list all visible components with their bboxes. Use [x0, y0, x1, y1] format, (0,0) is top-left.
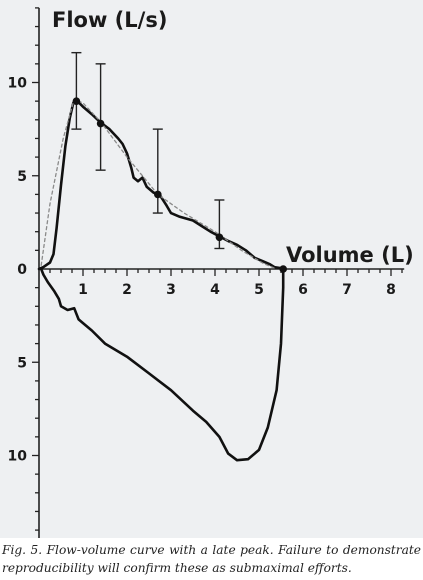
error-bar-group — [71, 51, 82, 130]
x-tick-label: 1 — [78, 282, 88, 298]
data-point — [96, 119, 105, 128]
reference-curve — [40, 98, 276, 269]
data-point — [215, 233, 224, 242]
axes-group — [32, 7, 405, 538]
tick-labels-group: 1 2 3 4 5 6 7 8 0 5 10 5 10 — [8, 76, 396, 465]
error-bars-group — [71, 51, 288, 273]
y-axis-label: Flow (L/s) — [52, 8, 167, 32]
series-group — [37, 98, 285, 462]
x-tick-label: 6 — [298, 282, 308, 298]
figure-caption: Fig. 5. Flow-volume curve with a late pe… — [2, 543, 421, 575]
x-tick-label: 5 — [254, 282, 264, 298]
data-point — [72, 97, 81, 105]
y-tick-label: 0 — [17, 262, 27, 278]
chart-canvas: 1 2 3 4 5 6 7 8 0 5 10 5 10 Flow (L/s) Volume (L) — [8, 7, 414, 538]
error-bar-group — [95, 63, 106, 171]
flow-volume-chart: 1 2 3 4 5 6 7 8 0 5 10 5 10 Flow (L/s) Volume (L) — [0, 0, 423, 538]
x-tick-label: 4 — [210, 282, 220, 298]
x-tick-label: 8 — [386, 282, 396, 298]
x-axis-label: Volume (L) — [286, 243, 414, 267]
flow-volume-loop — [37, 98, 285, 462]
y-tick-label: 10 — [8, 449, 28, 465]
x-tick-label: 2 — [122, 282, 132, 298]
y-tick-label: 5 — [17, 169, 27, 185]
error-bar-group — [152, 128, 163, 214]
x-tick-label: 7 — [342, 282, 352, 298]
error-bar-group — [214, 199, 225, 250]
y-tick-label: 5 — [17, 355, 27, 371]
data-point — [154, 190, 162, 199]
endpoint-marker — [279, 265, 288, 273]
x-tick-label: 3 — [166, 282, 176, 298]
y-tick-label: 10 — [8, 76, 28, 92]
